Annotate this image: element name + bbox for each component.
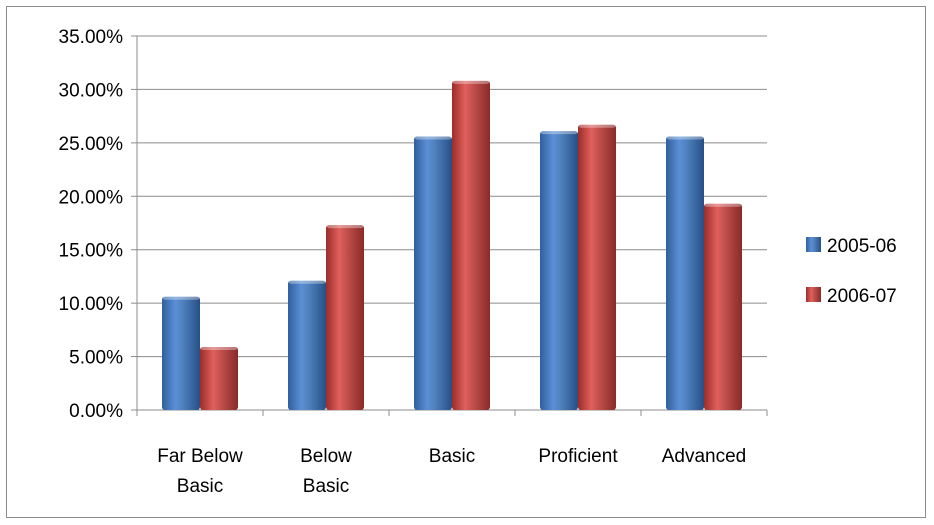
- bars: [162, 80, 742, 411]
- bar-2005-06: [414, 136, 452, 410]
- legend-swatch: [806, 237, 821, 252]
- x-category-label: Advanced: [662, 446, 747, 467]
- x-category-label: Far Below: [157, 446, 243, 467]
- legend-swatch: [806, 287, 821, 302]
- bar-2006-07: [200, 346, 238, 410]
- y-tick-label: 35.00%: [59, 27, 124, 48]
- y-tick-label: 5.00%: [69, 348, 123, 369]
- bar-2006-07: [578, 124, 616, 410]
- y-tick-label: 0.00%: [69, 401, 123, 422]
- x-category-label: Basic: [429, 446, 475, 467]
- y-tick-label: 20.00%: [59, 187, 124, 208]
- bar-2006-07: [452, 80, 490, 410]
- y-tick-label: 15.00%: [59, 241, 124, 262]
- bar-highlight: [289, 280, 325, 284]
- bar-2006-07: [326, 225, 364, 410]
- bar-highlight: [579, 124, 615, 128]
- bar-highlight: [415, 136, 451, 140]
- bar-2005-06: [162, 296, 200, 410]
- y-tick-label: 30.00%: [59, 80, 124, 101]
- bar-highlight: [705, 203, 741, 207]
- axes: [131, 35, 768, 416]
- bar-highlight: [201, 346, 237, 350]
- x-category-label: Proficient: [538, 446, 618, 467]
- bar-highlight: [163, 296, 199, 300]
- bar-2005-06: [288, 280, 326, 410]
- x-category-label: Basic: [303, 476, 349, 497]
- bar-highlight: [541, 131, 577, 135]
- bar-highlight: [327, 225, 363, 229]
- axis-labels: 0.00% 5.00% 10.00% 15.00% 20.00% 25.00% 30.00%…: [59, 27, 747, 497]
- legend: 2005-06 2006-07: [806, 236, 897, 307]
- legend-label: 2006-07: [827, 286, 897, 307]
- bar-highlight: [453, 80, 489, 84]
- legend-label: 2005-06: [827, 236, 897, 257]
- x-category-label: Basic: [177, 476, 223, 497]
- x-category-label: Below: [300, 446, 352, 467]
- bar-2005-06: [540, 131, 578, 411]
- y-tick-label: 25.00%: [59, 134, 124, 155]
- y-tick-label: 10.00%: [59, 294, 124, 315]
- bar-2005-06: [666, 136, 704, 410]
- bar-highlight: [667, 136, 703, 140]
- bar-2006-07: [704, 203, 742, 410]
